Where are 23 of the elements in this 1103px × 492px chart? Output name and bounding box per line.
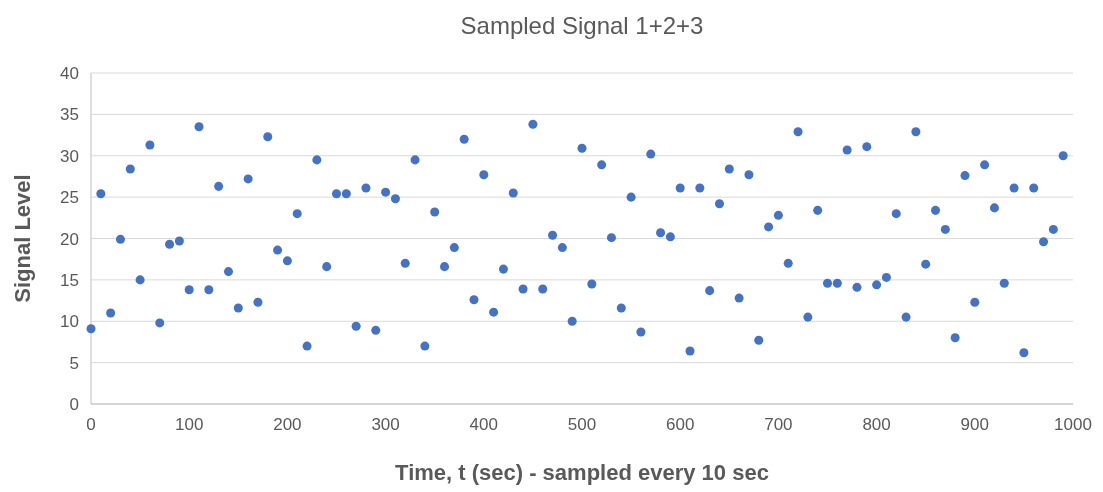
x-tick-label: 100 [175, 415, 204, 434]
x-tick-label: 800 [862, 415, 891, 434]
y-tick-label: 20 [60, 229, 79, 249]
y-tick-label: 0 [69, 395, 79, 414]
y-tick-label: 25 [60, 188, 79, 208]
x-tick-label: 1000 [1054, 415, 1092, 434]
x-tick-label: 700 [764, 415, 793, 434]
chart-title: Sampled Signal 1+2+3 [460, 12, 704, 39]
x-tick-label: 400 [469, 415, 498, 434]
y-tick-label: 5 [69, 353, 79, 373]
y-tick-label: 40 [60, 64, 79, 83]
x-tick-label: 0 [86, 415, 96, 434]
y-tick-label: 30 [60, 146, 79, 166]
x-tick-label: 300 [371, 415, 400, 434]
y-tick-label: 15 [60, 270, 79, 290]
x-tick-label: 500 [567, 415, 597, 434]
y-axis-title: Signal Level [10, 174, 35, 303]
y-tick-label: 35 [60, 105, 79, 125]
y-tick-label: 10 [60, 312, 79, 332]
x-tick-label: 200 [273, 415, 302, 434]
x-axis-title: Time, t (sec) - sampled every 10 sec [395, 460, 769, 485]
x-tick-label: 600 [666, 415, 695, 434]
x-tick-label: 900 [960, 415, 989, 434]
